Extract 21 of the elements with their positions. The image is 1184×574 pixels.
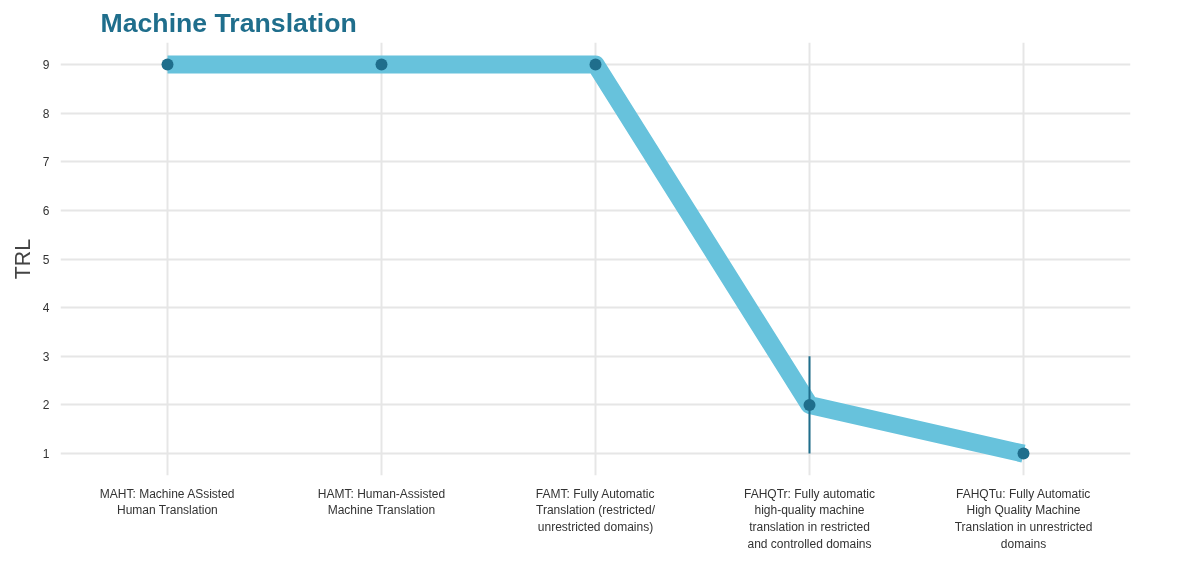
point — [589, 58, 602, 71]
y-tick-label: 8 — [42, 106, 50, 121]
x-tick-label: FAHQTu: Fully Automatic High Quality Machine Translation in unrestricted domains — [954, 486, 1093, 551]
y-tick-label: 7 — [42, 155, 50, 170]
y-tick-label: 5 — [42, 252, 50, 267]
x-tick-label: MAHT: Machine ASsisted Human Translation — [99, 486, 235, 518]
x-tick-label: FAMT: Fully Automatic Translation (restricted/ unrestricted domains) — [535, 486, 656, 535]
point — [803, 398, 816, 411]
y-tick-label: 9 — [42, 57, 50, 72]
y-tick-label: 6 — [42, 203, 50, 218]
y-tick-label: 4 — [42, 301, 50, 316]
y-tick-label: 2 — [42, 398, 50, 413]
y-tick-label: 3 — [42, 349, 50, 364]
point — [161, 58, 174, 71]
point — [1017, 447, 1030, 460]
x-tick-label: FAHQTr: Fully automatic high-quality machine translation in restricted and controlled domains — [744, 486, 875, 551]
chart-title: Machine Translation — [100, 7, 357, 38]
y-tick-label: 1 — [42, 447, 50, 462]
x-tick-label: HAMT: Human-Assisted Machine Translation — [317, 486, 446, 518]
point — [375, 58, 388, 71]
y-axis-title: TRL — [10, 238, 35, 280]
